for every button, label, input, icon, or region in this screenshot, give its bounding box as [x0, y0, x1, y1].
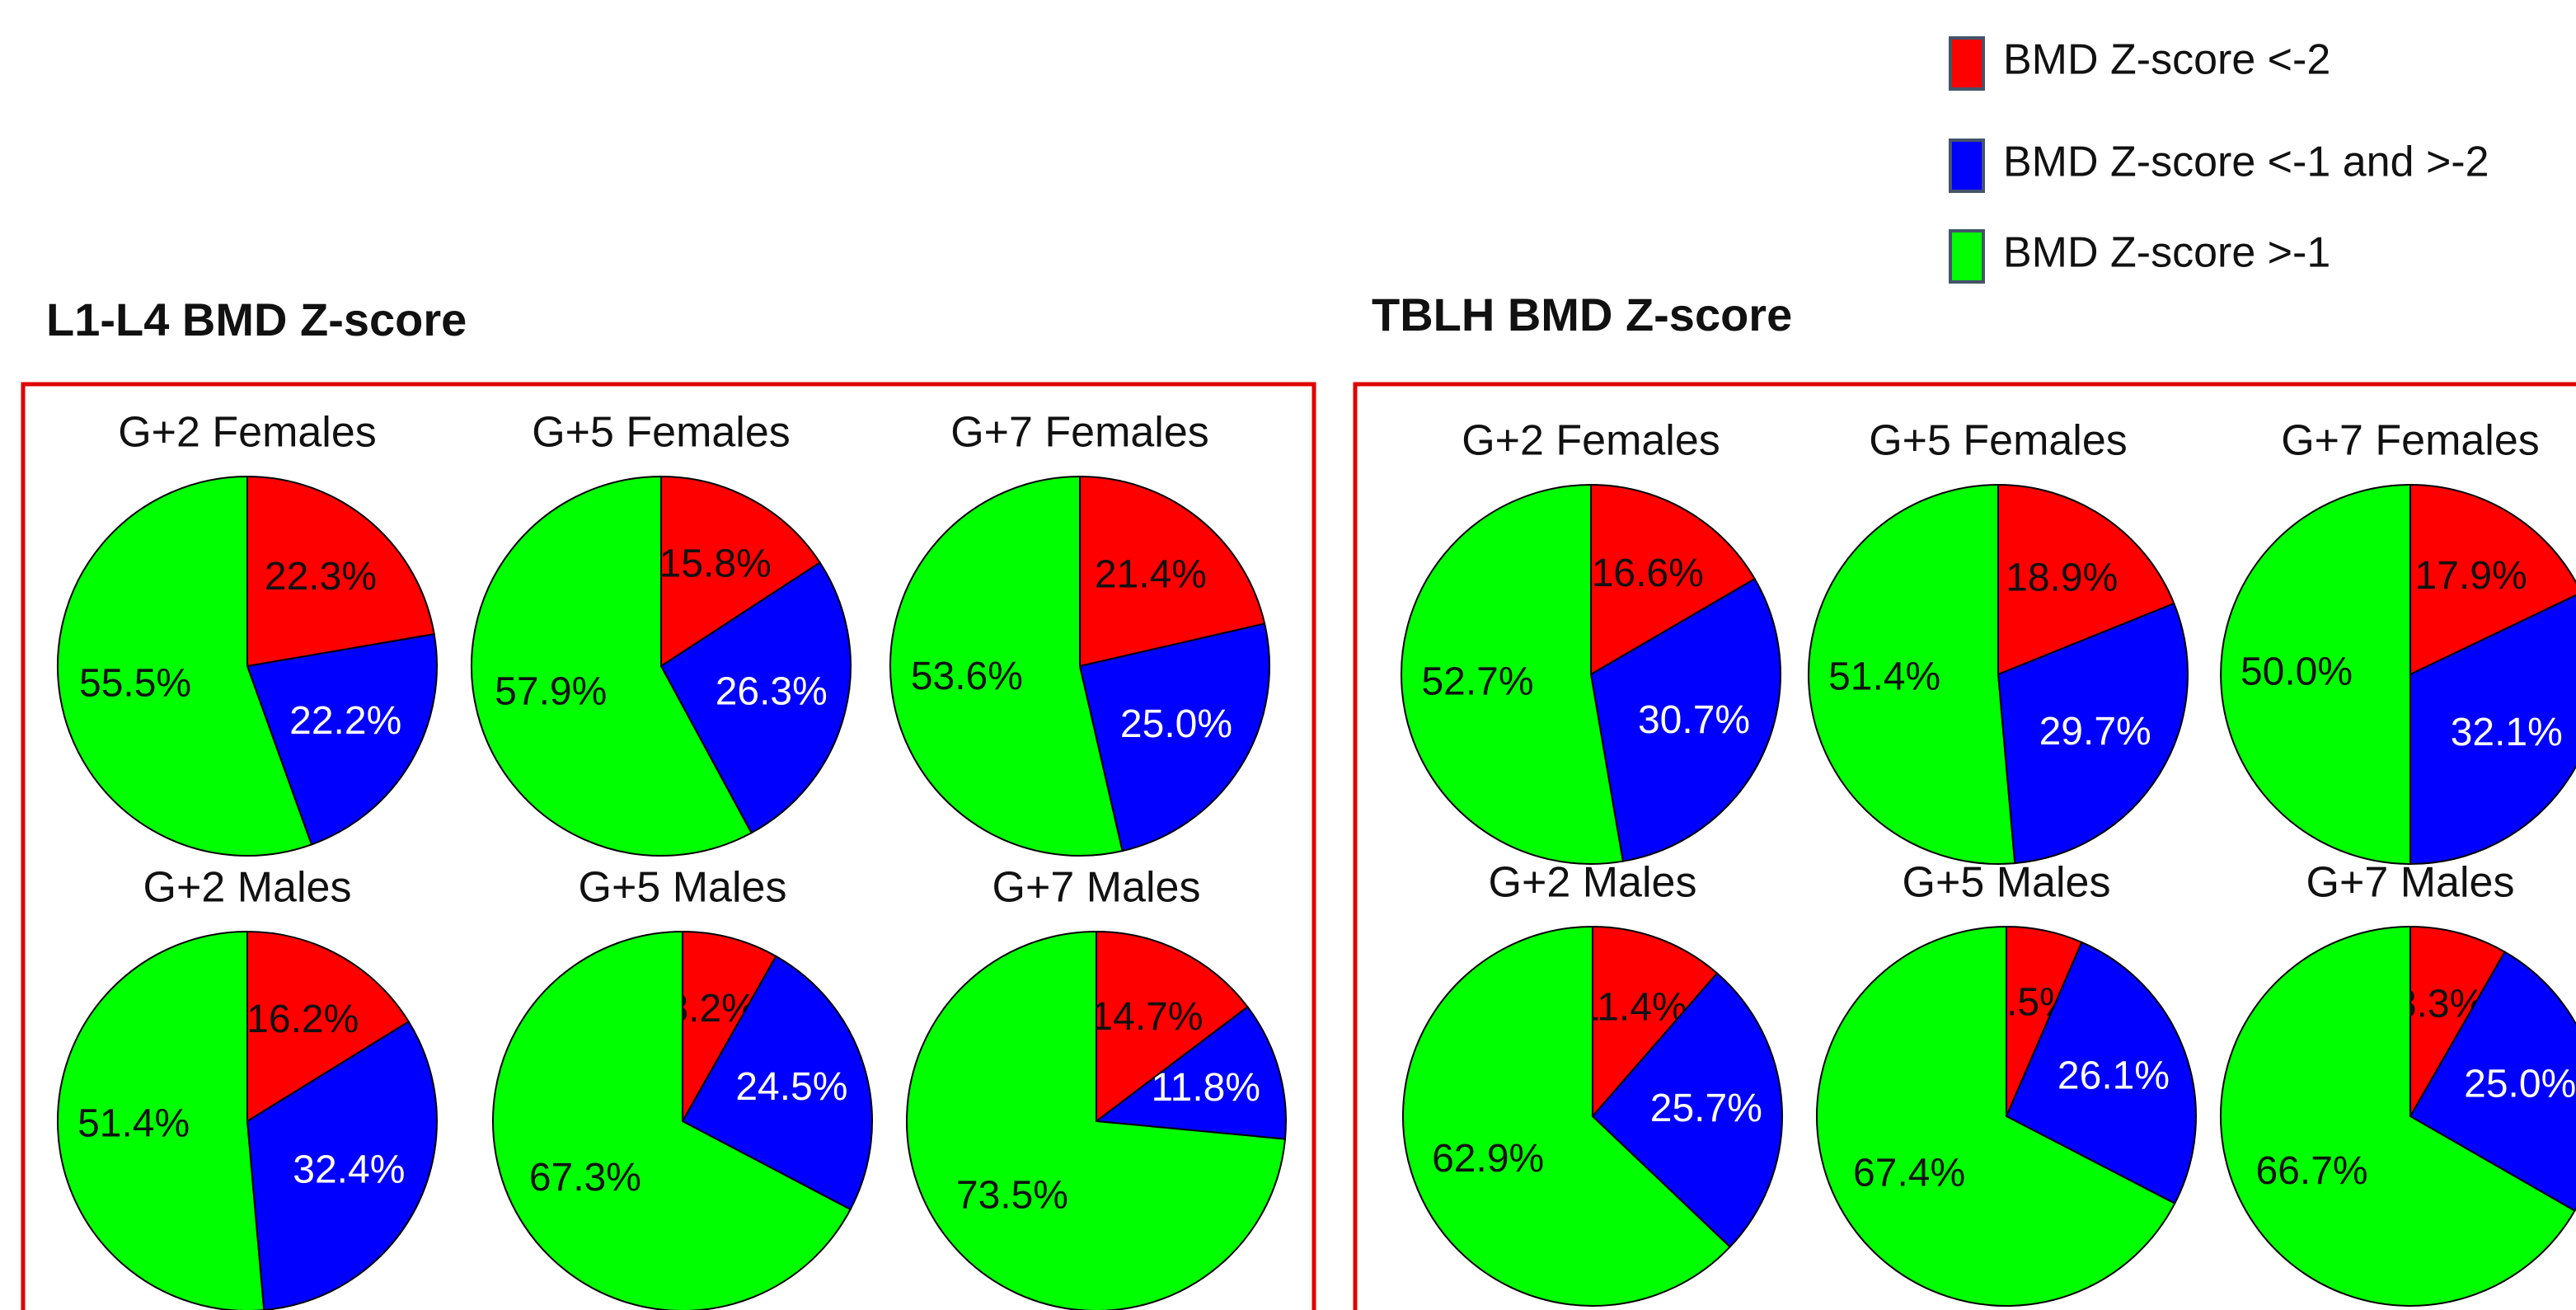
- pie-title: G+2 Females: [118, 409, 377, 457]
- data-label: 52.7%: [1421, 660, 1533, 703]
- pie-slice: [470, 475, 753, 857]
- pie-title: G+5 Females: [532, 409, 791, 457]
- pie-slice: [1079, 475, 1266, 668]
- pie-slice: [492, 930, 852, 1310]
- panel-title: L1-L4 BMD Z-score: [46, 293, 467, 345]
- data-label: 67.3%: [529, 1156, 641, 1200]
- pie-title: G+2 Males: [1489, 859, 1697, 907]
- data-label: 53.6%: [911, 655, 1023, 698]
- pie-slice: [246, 930, 411, 1123]
- data-label: 66.7%: [2256, 1149, 2368, 1193]
- data-label: 11.8%: [1151, 1066, 1260, 1110]
- pie-title: G+5 Males: [579, 864, 787, 912]
- pie-slice: [1096, 930, 1249, 1124]
- data-label: 32.1%: [2451, 711, 2563, 754]
- pie-slice: [889, 475, 1124, 857]
- pie-slice: [1592, 925, 1719, 1119]
- pie-slice: [1401, 483, 1624, 865]
- data-label: 26.3%: [716, 670, 828, 714]
- pie-title: G+7 Males: [2306, 859, 2515, 907]
- legend-swatch: [1949, 139, 1985, 193]
- pie-title: G+5 Males: [1903, 859, 2111, 907]
- data-label: 16.2%: [246, 998, 359, 1041]
- pie-title: G+7 Females: [2281, 417, 2540, 465]
- data-label: 57.9%: [495, 670, 607, 714]
- legend-swatch: [1949, 229, 1985, 284]
- pie-slice: [2409, 483, 2576, 676]
- pie-slice: [2409, 925, 2506, 1120]
- data-label: 50.0%: [2241, 650, 2353, 694]
- pie-slice: [1997, 602, 2189, 865]
- data-label: 25.0%: [1120, 702, 1232, 746]
- pie-slice: [2409, 951, 2576, 1212]
- pie-slice: [57, 475, 313, 857]
- data-label: 22.3%: [265, 555, 377, 599]
- data-label: 30.7%: [1638, 698, 1750, 742]
- pie-slice: [1094, 1005, 1287, 1140]
- pie-slice: [1997, 483, 2175, 676]
- data-label: 29.7%: [2039, 710, 2151, 754]
- pie-title: G+2 Males: [143, 864, 352, 912]
- data-label: 21.4%: [1095, 553, 1207, 597]
- pie-slice: [246, 633, 438, 846]
- pie-slice: [2005, 941, 2197, 1205]
- pie-slice: [1808, 483, 2016, 865]
- data-label: 51.4%: [1828, 655, 1940, 699]
- legend-label: BMD Z-score <-1 and >-2: [2003, 139, 2489, 186]
- data-label: 67.4%: [1853, 1151, 1965, 1195]
- data-label: 14.7%: [1091, 995, 1203, 1039]
- data-label: 25.7%: [1650, 1087, 1762, 1130]
- data-label: 26.1%: [2058, 1054, 2170, 1097]
- pie-slice: [1591, 972, 1783, 1248]
- pie-slice: [246, 475, 435, 668]
- data-label: 55.5%: [79, 661, 191, 705]
- data-label: 25.0%: [2464, 1063, 2576, 1106]
- panel-title: TBLH BMD Z-score: [1372, 289, 1792, 340]
- pie-title: G+5 Females: [1869, 417, 2128, 465]
- pie-slice: [1589, 577, 1781, 862]
- pie-slice: [57, 930, 265, 1310]
- legend-swatch: [1949, 36, 1985, 91]
- pie-slice: [2409, 594, 2576, 866]
- data-label: 15.8%: [659, 542, 772, 585]
- data-label: 11.4%: [1578, 985, 1687, 1029]
- pie-slice: [1078, 622, 1270, 852]
- pie-slice: [682, 930, 777, 1125]
- data-label: 18.9%: [2006, 556, 2118, 599]
- pie-slice: [659, 561, 852, 834]
- pie-slice: [1590, 483, 1757, 676]
- panel-frame: [21, 382, 1316, 1310]
- pie-slice: [906, 930, 1287, 1310]
- pie-title: G+7 Females: [950, 409, 1209, 457]
- pie-slice: [2220, 483, 2411, 866]
- data-label: 24.5%: [735, 1065, 847, 1109]
- pie-slice: [1815, 925, 2176, 1307]
- legend-label: BMD Z-score >-1: [2003, 229, 2330, 277]
- data-label: 73.5%: [956, 1174, 1068, 1218]
- data-label: 22.2%: [289, 699, 401, 743]
- data-label: 32.4%: [293, 1148, 405, 1192]
- pie-slice: [1402, 925, 1732, 1307]
- pie-title: G+7 Males: [992, 864, 1201, 912]
- pie-title: G+2 Females: [1462, 417, 1720, 465]
- data-label: 16.6%: [1592, 552, 1704, 595]
- pie-slice: [246, 1020, 438, 1310]
- legend-label: BMD Z-score <-2: [2003, 36, 2330, 84]
- pie-slice: [2220, 925, 2576, 1307]
- data-label: 51.4%: [77, 1102, 190, 1146]
- pie-slice: [660, 475, 822, 668]
- data-label: 17.9%: [2415, 554, 2527, 598]
- panel-frame: [1353, 382, 2576, 1310]
- data-label: 62.9%: [1432, 1137, 1544, 1181]
